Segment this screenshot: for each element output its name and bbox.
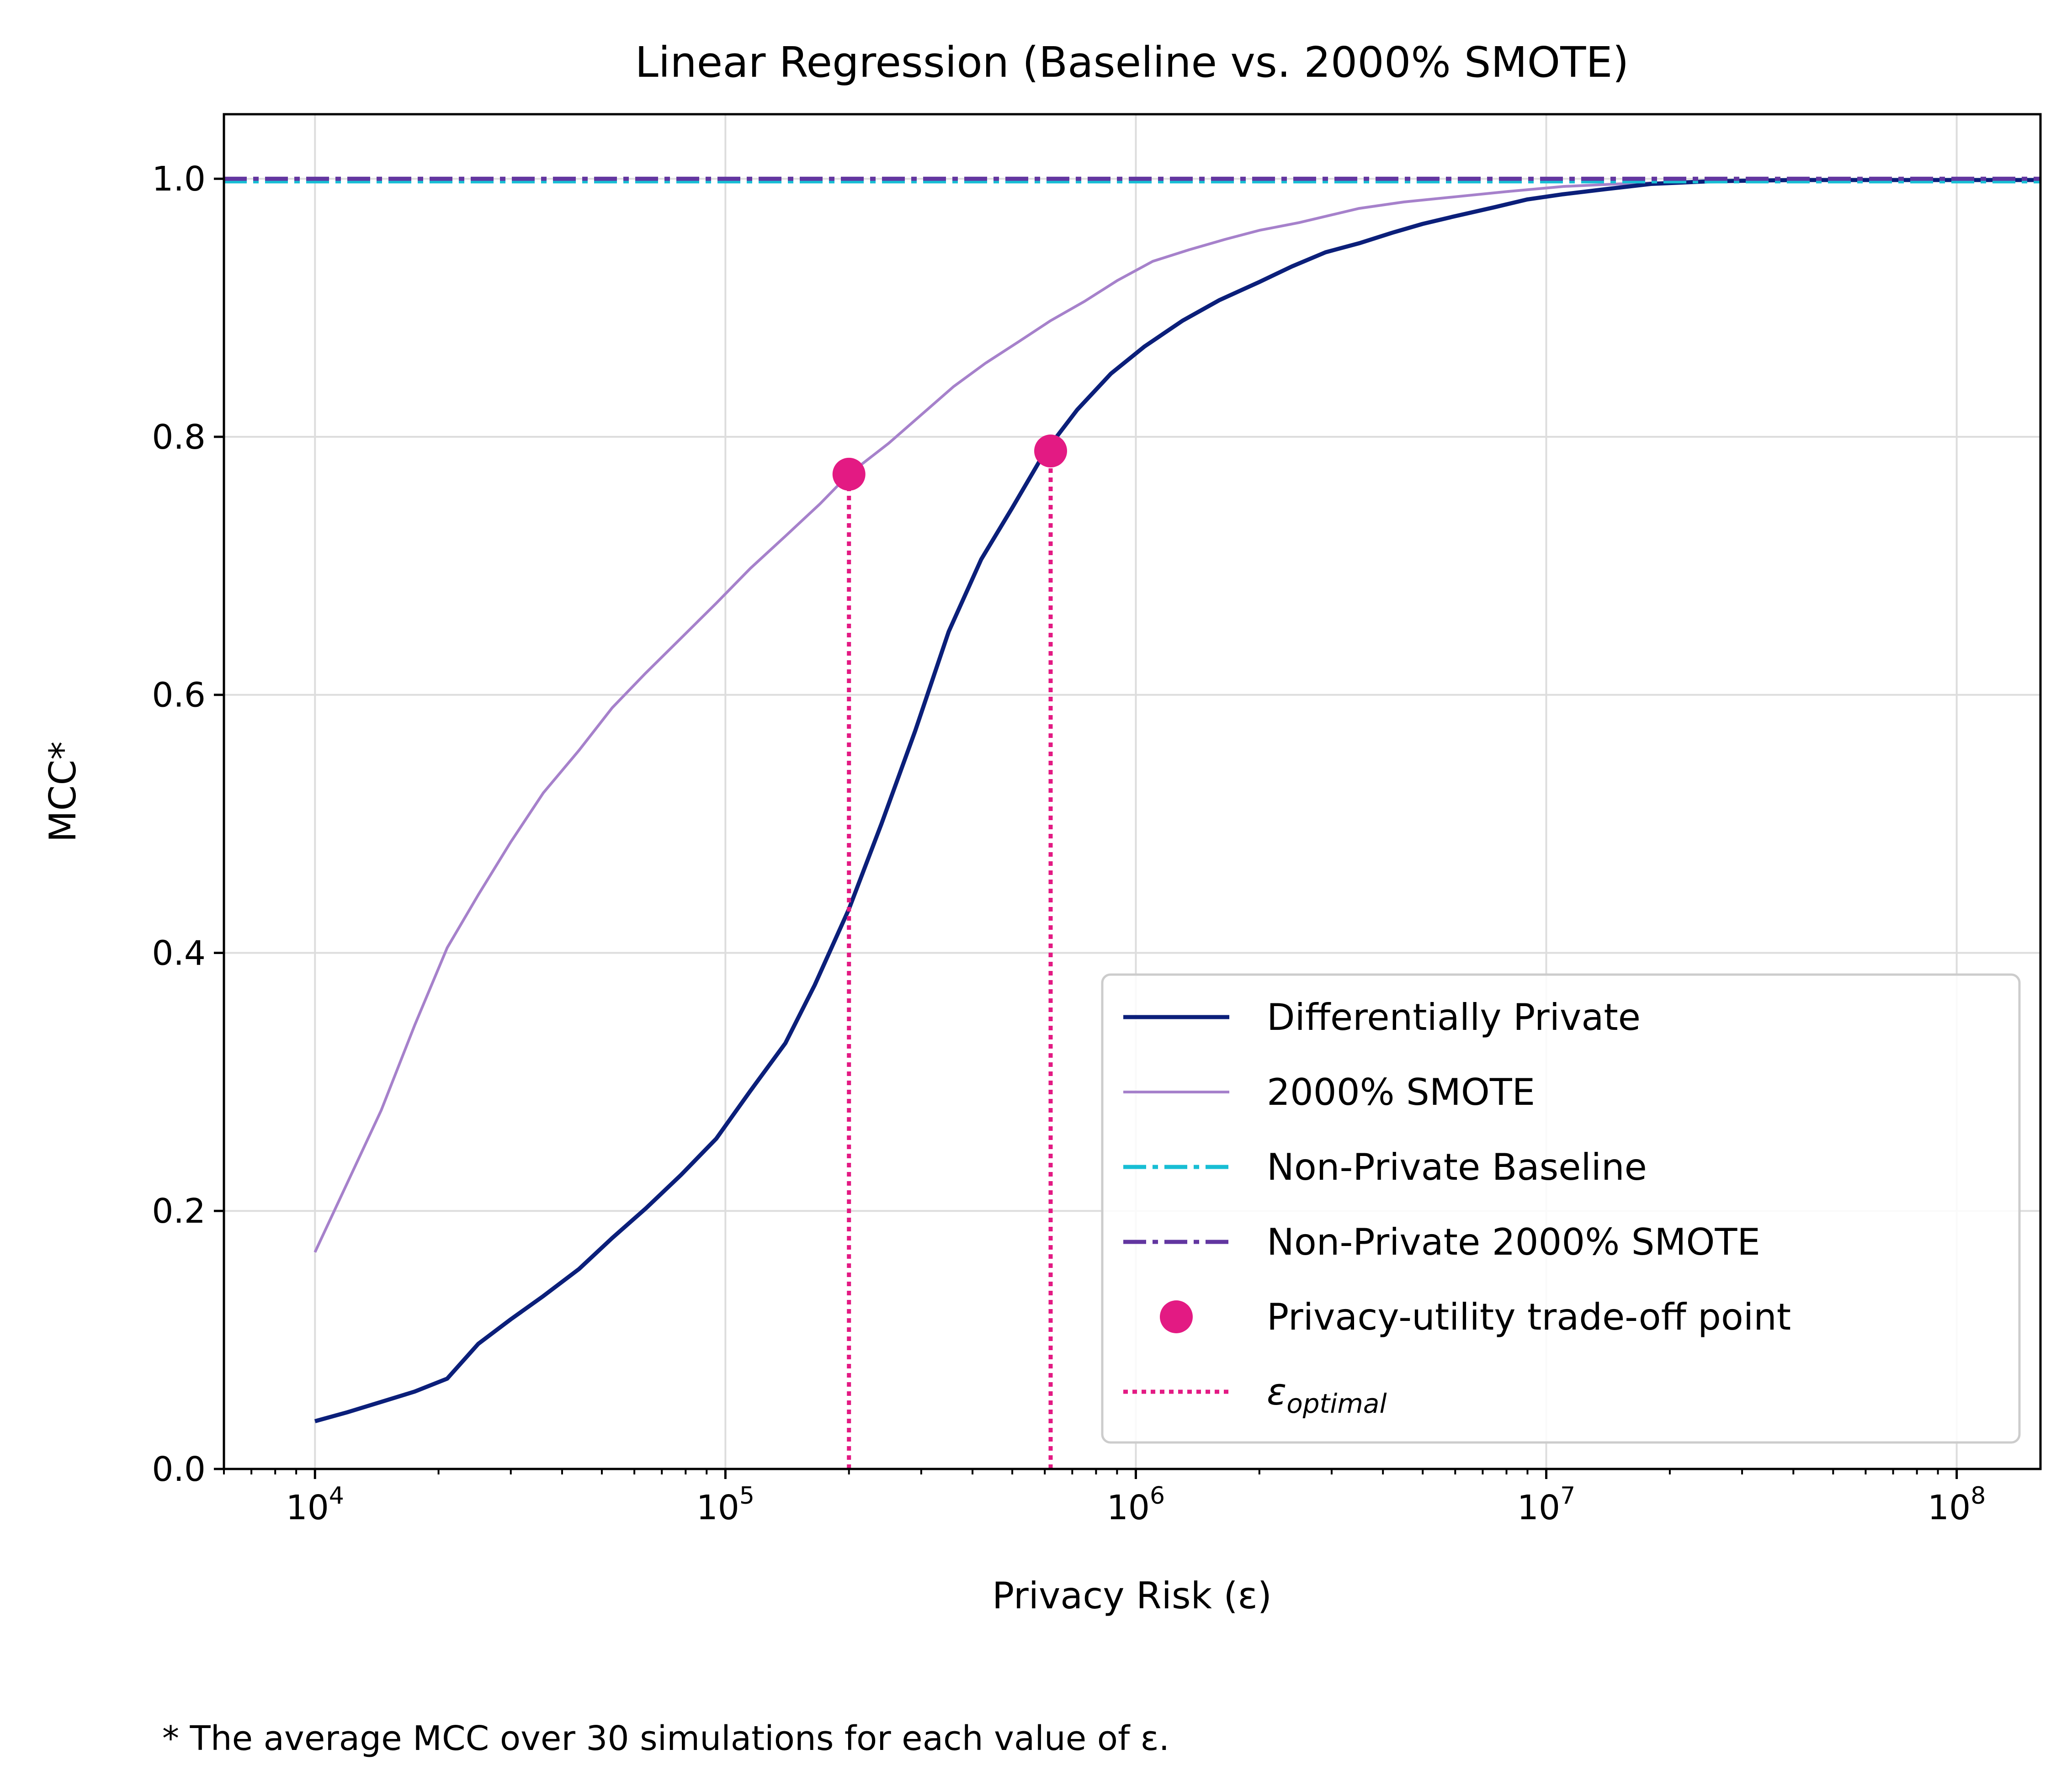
plot-content <box>224 176 2040 1469</box>
x-tick-base-1: 10 <box>696 1488 739 1527</box>
legend-swatch-tradeoff <box>1160 1300 1193 1333</box>
y-tick-label-5: 1.0 <box>152 159 206 199</box>
y-tick-label-2: 0.4 <box>152 933 206 973</box>
chart-title: Linear Regression (Baseline vs. 2000% SM… <box>635 38 1629 87</box>
x-tick-label-0: 104 <box>286 1482 344 1527</box>
x-tick-exponent-0: 4 <box>329 1482 344 1510</box>
legend-label-dp: Differentially Private <box>1267 996 1641 1039</box>
tradeoff-point-1 <box>1034 435 1068 468</box>
legend: Differentially Private 2000% SMOTE Non-P… <box>1101 973 2021 1444</box>
plot-frame <box>223 113 2042 1470</box>
x-tick-label-2: 106 <box>1107 1482 1165 1527</box>
y-tick-label-1: 0.2 <box>152 1192 206 1231</box>
y-tick-label-0: 0.0 <box>152 1450 206 1489</box>
x-tick-exponent-3: 7 <box>1560 1482 1575 1510</box>
legend-label-tradeoff: Privacy-utility trade-off point <box>1267 1296 1791 1338</box>
legend-label-baseline: Non-Private Baseline <box>1267 1146 1647 1188</box>
x-tick-label-1: 105 <box>696 1482 754 1527</box>
x-tick-exponent-2: 6 <box>1150 1482 1165 1510</box>
legend-box <box>1101 973 2021 1444</box>
x-axis-label: Privacy Risk (ε) <box>992 1575 1272 1617</box>
x-tick-label-4: 108 <box>1928 1482 1986 1527</box>
x-tick-base-2: 10 <box>1107 1488 1150 1527</box>
legend-label-np-smote: Non-Private 2000% SMOTE <box>1267 1221 1760 1263</box>
x-tick-base-4: 10 <box>1928 1488 1971 1527</box>
series-line-1 <box>313 179 2040 1253</box>
legend-label-eps-optimal: εoptimal <box>1267 1371 1387 1419</box>
epsilon-subscript: optimal <box>1286 1388 1387 1419</box>
x-tick-base-0: 10 <box>286 1488 329 1527</box>
y-tick-label-4: 0.8 <box>152 418 206 457</box>
x-tick-exponent-1: 5 <box>739 1482 754 1510</box>
x-tick-base-3: 10 <box>1517 1488 1560 1527</box>
tradeoff-point-0 <box>832 457 866 491</box>
footnote: * The average MCC over 30 simulations fo… <box>162 1719 1169 1758</box>
x-tick-label-3: 107 <box>1517 1482 1575 1527</box>
series-layer <box>224 176 2040 1469</box>
epsilon-symbol: ε <box>1267 1371 1286 1413</box>
y-axis-label: MCC* <box>42 742 84 843</box>
legend-label-smote: 2000% SMOTE <box>1267 1071 1535 1113</box>
x-tick-exponent-4: 8 <box>1971 1482 1986 1510</box>
y-tick-label-3: 0.6 <box>152 676 206 715</box>
